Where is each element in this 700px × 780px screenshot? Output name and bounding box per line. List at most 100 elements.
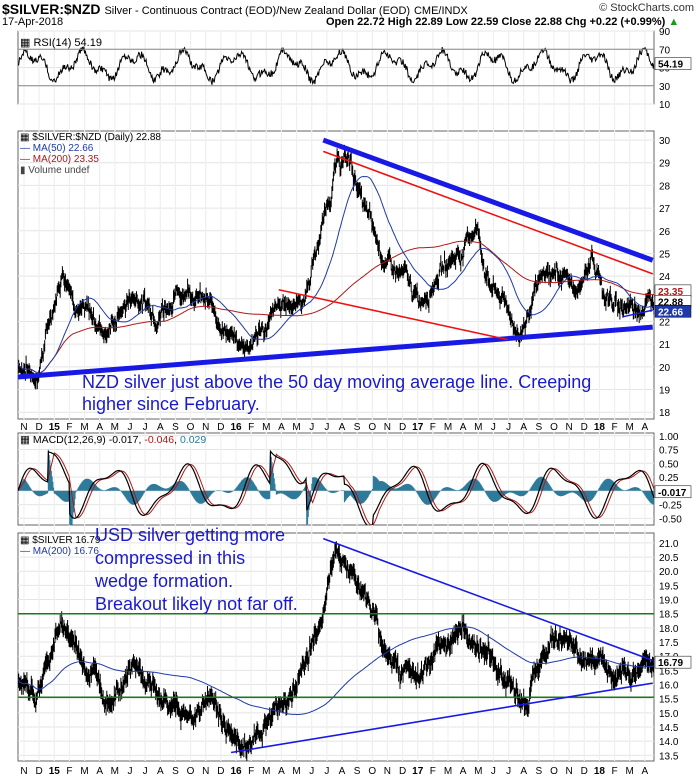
usd-wedge-lower — [230, 682, 653, 754]
usd-close-badge-box — [654, 655, 692, 669]
x-tick-label: O — [550, 422, 558, 433]
macd_panel-tick-label: 1.00 — [659, 432, 679, 443]
x-tick-label-bottom: A — [157, 766, 164, 777]
price_panel-tick-label: 26 — [659, 227, 671, 238]
price-panel-frame — [17, 130, 655, 420]
x-tick-label: D — [217, 422, 224, 433]
symbol-label: $SILVER:$NZD — [2, 1, 101, 17]
exchange-label: CME/INDX — [413, 5, 468, 17]
x-tick-label-bottom: F — [612, 766, 618, 777]
nzd-support-trendline — [18, 324, 653, 380]
usd_panel-tick-label: 16.5 — [659, 666, 679, 677]
ma50-value-badge-box — [654, 305, 692, 318]
quote-values: Open 22.72 High 22.89 Low 22.59 Close 22… — [326, 16, 666, 28]
x-tick-label-bottom: 18 — [594, 766, 606, 777]
x-tick-label: N — [202, 422, 209, 433]
usd-ma200-line — [18, 626, 654, 715]
x-tick-label: S — [172, 422, 179, 433]
macd-histogram — [18, 449, 654, 525]
usd_panel-tick-label: 17.5 — [659, 638, 679, 649]
volume-legend: ▮ Volume undef — [20, 165, 90, 176]
copyright: © StockCharts.com — [599, 2, 694, 14]
x-tick-label: J — [128, 422, 133, 433]
macd-legend: ▦ MACD(12,26,9) -0.017, -0.046, 0.029 — [20, 434, 207, 446]
x-tick-label: M — [80, 422, 88, 433]
rsi-line — [18, 46, 654, 85]
ma200-legend: — MA(200) 23.35 — [20, 154, 99, 165]
x-tick-label: O — [368, 422, 376, 433]
price_panel-tick-label: 29 — [659, 159, 671, 170]
date-label: 17-Apr-2018 — [2, 16, 64, 28]
usd_panel-tick-label: 13.5 — [659, 751, 679, 762]
x-tick-label: D — [36, 422, 43, 433]
x-tick-label-bottom: A — [642, 766, 649, 777]
macd_panel-tick-label: -0.25 — [659, 501, 682, 512]
rsi-value-badge-box — [654, 57, 692, 70]
price_panel-tick-label: 25 — [659, 249, 671, 260]
x-tick-label-bottom: O — [187, 766, 195, 777]
macd_panel-tick-label: 0.50 — [659, 459, 679, 470]
x-tick-label: J — [506, 422, 511, 433]
x-tick-label-bottom: J — [491, 766, 496, 777]
rsi-value-badge: 54.19 — [658, 60, 683, 71]
x-tick-label: S — [536, 422, 543, 433]
x-tick-label: 17 — [412, 422, 424, 433]
nzd-short-trendline — [622, 309, 653, 318]
price-legend: ▦ $SILVER:$NZD (Daily) 22.88 — MA(50) 22… — [20, 132, 161, 176]
x-tick-label: J — [491, 422, 496, 433]
ma50-legend: — MA(50) 22.66 — [20, 143, 94, 154]
x-tick-label-bottom: J — [128, 766, 133, 777]
x-tick-label-bottom: N — [566, 766, 573, 777]
price_panel-tick-label: 27 — [659, 204, 671, 215]
nzd-resistance-trendline — [322, 137, 654, 263]
usd_panel-tick-label: 15.0 — [659, 709, 679, 720]
x-tick-label-bottom: N — [384, 766, 391, 777]
usd-panel-frame — [17, 532, 655, 762]
x-tick-label-bottom: N — [202, 766, 209, 777]
x-tick-label-bottom: S — [172, 766, 179, 777]
x-tick-label-bottom: 17 — [412, 766, 424, 777]
price-legend-main: ▦ $SILVER:$NZD (Daily) 22.88 — [20, 132, 161, 143]
usd_panel-tick-label: 18.0 — [659, 624, 679, 635]
price_panel-tick-label: 19 — [659, 386, 671, 397]
macd_panel-tick-label: 0.75 — [659, 446, 679, 457]
macd_panel-tick-label: -0.50 — [659, 514, 682, 525]
usd-annotation: USD silver getting more compressed in th… — [95, 525, 298, 614]
price_panel-tick-label: 24 — [659, 272, 671, 283]
x-tick-label-bottom: 15 — [49, 766, 61, 777]
nzd-ma50-line — [18, 175, 654, 374]
usd_panel-tick-label: 21.0 — [659, 539, 679, 550]
x-tick-label-bottom: J — [324, 766, 329, 777]
macd-value-badge: -0.017 — [658, 488, 687, 499]
price_panel-tick-label: 21 — [659, 340, 671, 351]
x-tick-label: D — [399, 422, 406, 433]
ma50-value-badge: 22.66 — [658, 307, 683, 318]
grid-lines — [18, 30, 654, 761]
x-tick-label-bottom: D — [581, 766, 588, 777]
price_panel-tick-label: 28 — [659, 181, 671, 192]
x-tick-label: J — [324, 422, 329, 433]
x-tick-label: A — [339, 422, 346, 433]
usd_panel-tick-label: 16.0 — [659, 681, 679, 692]
x-tick-label-bottom: M — [80, 766, 88, 777]
usd_panel-tick-label: 14.0 — [659, 737, 679, 748]
x-tick-label: M — [292, 422, 300, 433]
x-tick-label-bottom: M — [111, 766, 119, 777]
x-tick-label: N — [20, 422, 27, 433]
x-tick-label-bottom: A — [96, 766, 103, 777]
nzd-ma200-line — [18, 240, 654, 374]
x-tick-label-bottom: M — [626, 766, 634, 777]
usd_panel-tick-label: 18.5 — [659, 610, 679, 621]
close-value-badge: 22.88 — [658, 298, 683, 309]
price_panel-tick-label: 20 — [659, 363, 671, 374]
up-arrow-icon: ▲ — [668, 16, 680, 28]
x-tick-label: M — [444, 422, 452, 433]
trendline-layer — [18, 137, 654, 754]
x-tick-label: M — [474, 422, 482, 433]
chart-header: $SILVER:$NZD Silver - Continuous Contrac… — [2, 1, 468, 17]
x-tick-label-bottom: N — [20, 766, 27, 777]
nzd-annotation: NZD silver just above the 50 day moving … — [82, 372, 592, 414]
x-tick-label-bottom: D — [399, 766, 406, 777]
macd-value-badge-box — [654, 485, 692, 499]
